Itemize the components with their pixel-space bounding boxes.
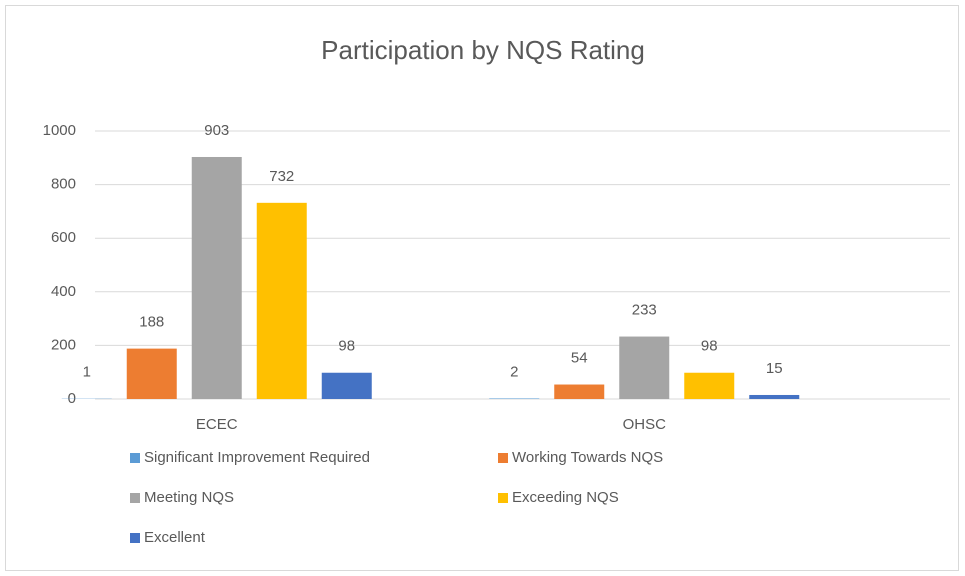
x-tick-label: ECEC <box>196 416 238 433</box>
chart-title: Participation by NQS Rating <box>321 35 645 65</box>
data-label: 903 <box>204 122 229 139</box>
legend-label: Significant Improvement Required <box>144 449 370 466</box>
data-label: 2 <box>510 363 518 380</box>
data-label: 54 <box>571 349 588 366</box>
bar <box>256 202 307 399</box>
y-tick-label: 400 <box>51 283 76 300</box>
y-tick-label: 200 <box>51 336 76 353</box>
legend-swatch <box>130 453 140 463</box>
data-label: 188 <box>139 314 164 331</box>
data-label: 98 <box>338 338 355 355</box>
bar <box>684 372 735 399</box>
legend-swatch <box>130 493 140 503</box>
data-label: 732 <box>269 168 294 185</box>
legend-label: Meeting NQS <box>144 489 234 506</box>
bar <box>126 348 177 399</box>
y-tick-label: 600 <box>51 229 76 246</box>
y-tick-label: 1000 <box>43 122 76 139</box>
bar <box>191 156 242 399</box>
data-label: 98 <box>701 338 718 355</box>
legend-label: Exceeding NQS <box>512 489 619 506</box>
x-tick-label: OHSC <box>623 416 667 433</box>
bar <box>321 372 372 399</box>
legend-label: Excellent <box>144 529 206 546</box>
legend-swatch <box>498 493 508 503</box>
bar <box>554 384 605 399</box>
data-label: 1 <box>83 364 91 381</box>
bar <box>619 336 670 399</box>
legend-label: Working Towards NQS <box>512 449 663 466</box>
legend-swatch <box>130 533 140 543</box>
bar <box>749 394 800 399</box>
bar <box>489 398 540 399</box>
data-label: 15 <box>766 360 783 377</box>
y-tick-label: 0 <box>68 390 76 407</box>
data-label: 233 <box>632 302 657 319</box>
chart-border <box>5 5 959 571</box>
y-tick-label: 800 <box>51 176 76 193</box>
legend-swatch <box>498 453 508 463</box>
